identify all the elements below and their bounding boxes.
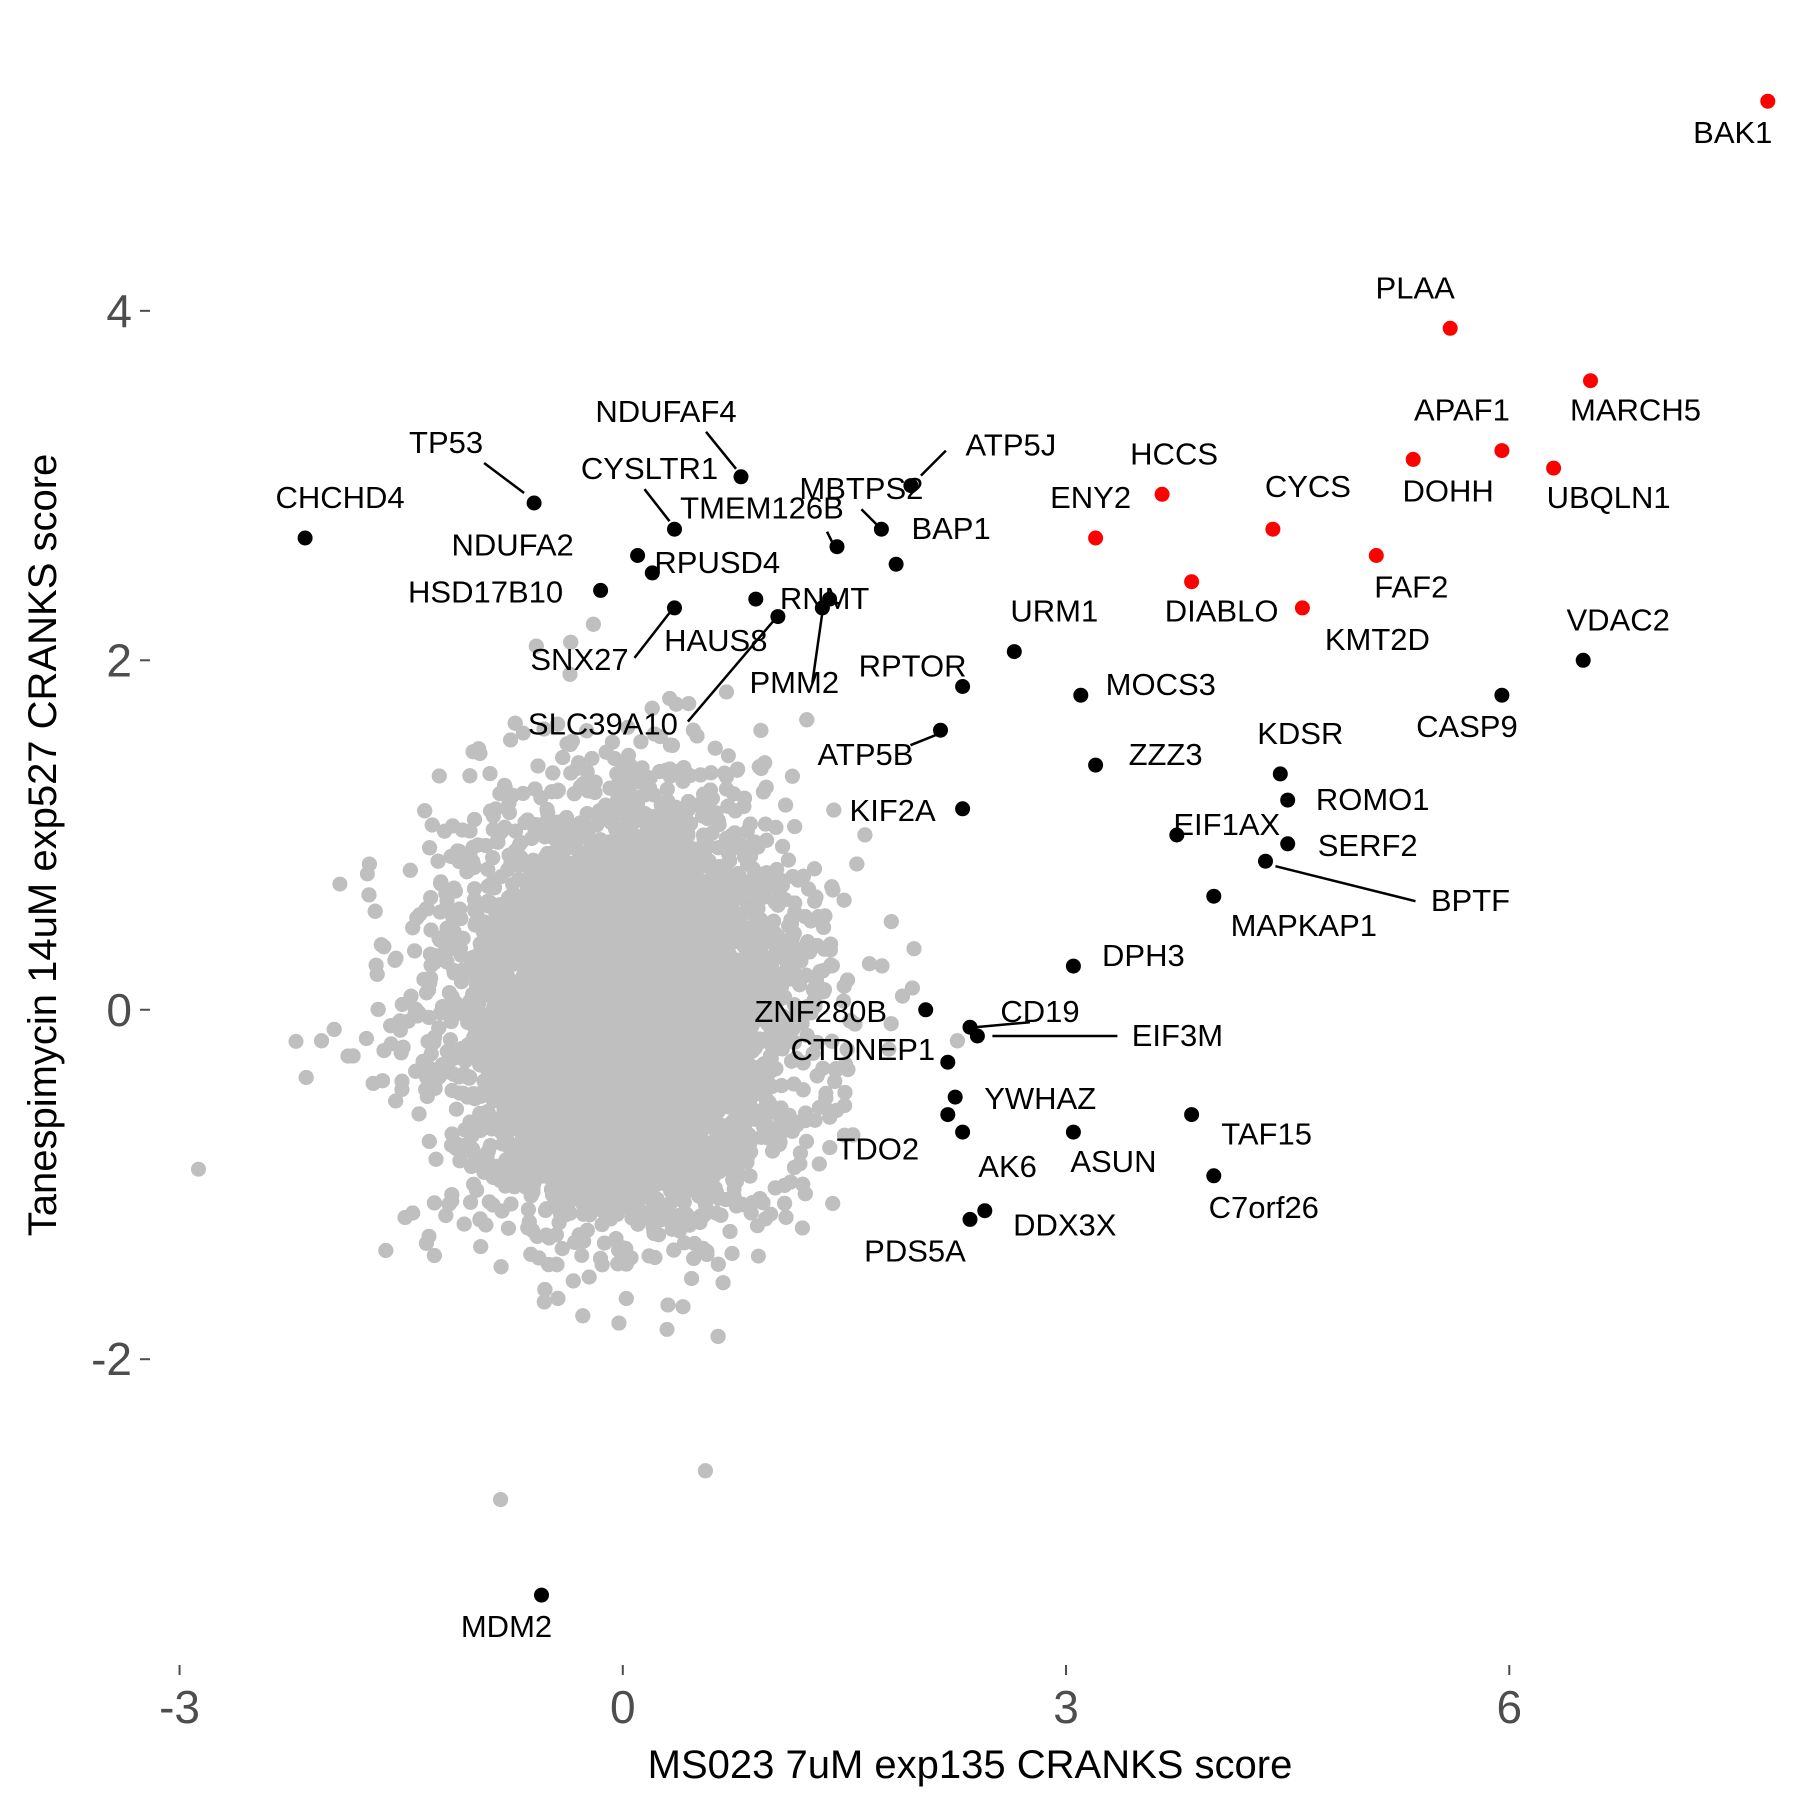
background-point	[750, 1248, 766, 1264]
background-point	[620, 719, 636, 735]
background-point	[720, 748, 736, 764]
background-point	[288, 1033, 304, 1049]
background-point	[191, 1161, 206, 1177]
background-point	[332, 876, 348, 892]
background-point	[574, 1248, 590, 1263]
background-point	[881, 1041, 897, 1057]
background-points	[191, 616, 965, 1508]
background-point	[659, 1321, 675, 1337]
